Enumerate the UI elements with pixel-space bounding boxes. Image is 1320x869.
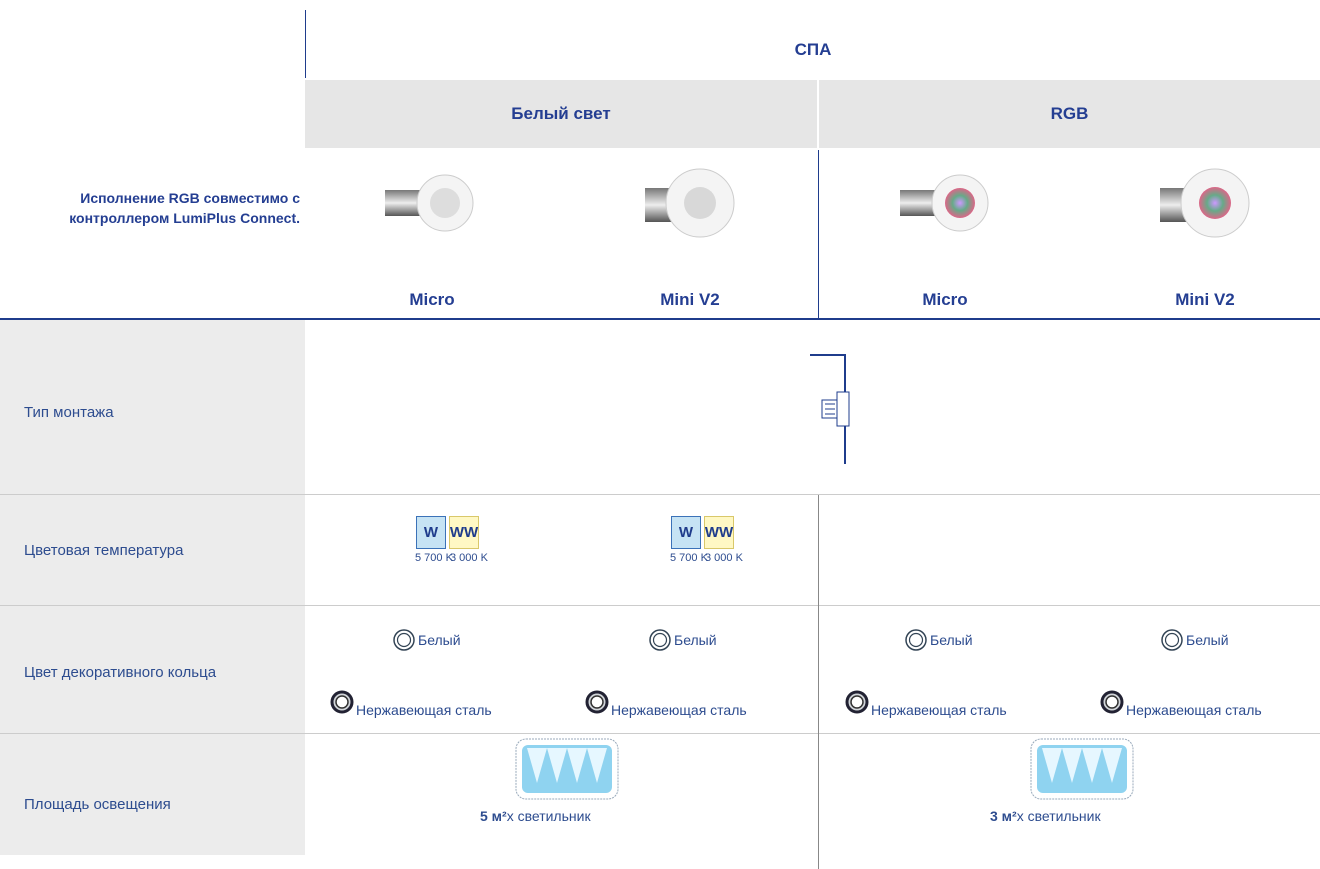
temp-kelvin: 3 000 K [705,552,743,564]
area-unit: х светильник [506,808,591,824]
ring-white: Белый [1160,628,1229,652]
group-divider [817,80,819,148]
column-divider [818,150,819,318]
area-size: 5 м² [480,808,507,824]
group-header: RGB [1050,104,1089,123]
header-rule [0,318,1320,320]
row-label: Тип монтажа [24,404,114,421]
temp-box-ww: WW [449,516,479,549]
ring-steel: Нержавеющая сталь [585,690,747,718]
label-column [0,320,305,855]
temp-kelvin: 5 700 K [670,552,708,564]
temp-box-w: W [671,516,701,549]
ring-steel: Нержавеющая сталь [330,690,492,718]
ring-label: Белый [418,632,461,648]
row-rule [0,605,1320,606]
spa-header: СПА [794,40,832,59]
temp-kelvin: 5 700 K [415,552,453,564]
product-name: Micro [409,290,455,309]
product-micro [385,174,474,232]
mounting-icon [810,354,850,464]
group-header: Белый свет [511,104,611,123]
product-name: Micro [922,290,968,309]
ring-label: Нержавеющая сталь [611,702,747,718]
area-size: 3 м² [990,808,1017,824]
group-band [305,80,1320,148]
ring-white: Белый [392,628,461,652]
ring-label: Белый [1186,632,1229,648]
note: Исполнение RGB совместимо с контроллером… [69,190,300,226]
product-name: Mini V2 [1175,290,1235,309]
temp-box-w: W [416,516,446,549]
ring-label: Белый [930,632,973,648]
area-label: 5 м²х светильник [480,808,591,824]
area-unit: х светильник [1016,808,1101,824]
temp-kelvin: 3 000 K [450,552,488,564]
column-divider [818,495,819,869]
ring-label: Нержавеющая сталь [1126,702,1262,718]
pool-icon [515,738,619,805]
area-label: 3 м²х светильник [990,808,1101,824]
row-rule [0,494,1320,495]
row-label: Цвет декоративного кольца [24,664,217,681]
ring-steel: Нержавеющая сталь [1100,690,1262,718]
product-mini-rgb [1160,168,1250,238]
row-label: Цветовая температура [24,542,184,559]
product-mini [645,168,735,238]
temp-box-ww: WW [704,516,734,549]
product-micro-rgb [900,174,989,232]
product-name: Mini V2 [660,290,720,309]
ring-steel: Нержавеющая сталь [845,690,1007,718]
header-border [305,10,306,78]
ring-label: Нержавеющая сталь [871,702,1007,718]
ring-label: Нержавеющая сталь [356,702,492,718]
product-images [385,168,1250,238]
row-rule [0,733,1320,734]
ring-white: Белый [648,628,717,652]
pool-icon [1030,738,1134,805]
ring-white: Белый [904,628,973,652]
ring-label: Белый [674,632,717,648]
row-label: Площадь освещения [24,796,171,813]
